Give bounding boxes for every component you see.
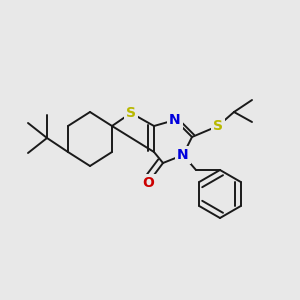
Text: S: S (213, 119, 223, 133)
Text: N: N (177, 148, 189, 162)
Text: O: O (142, 176, 154, 190)
Text: N: N (169, 113, 181, 127)
Text: S: S (126, 106, 136, 120)
